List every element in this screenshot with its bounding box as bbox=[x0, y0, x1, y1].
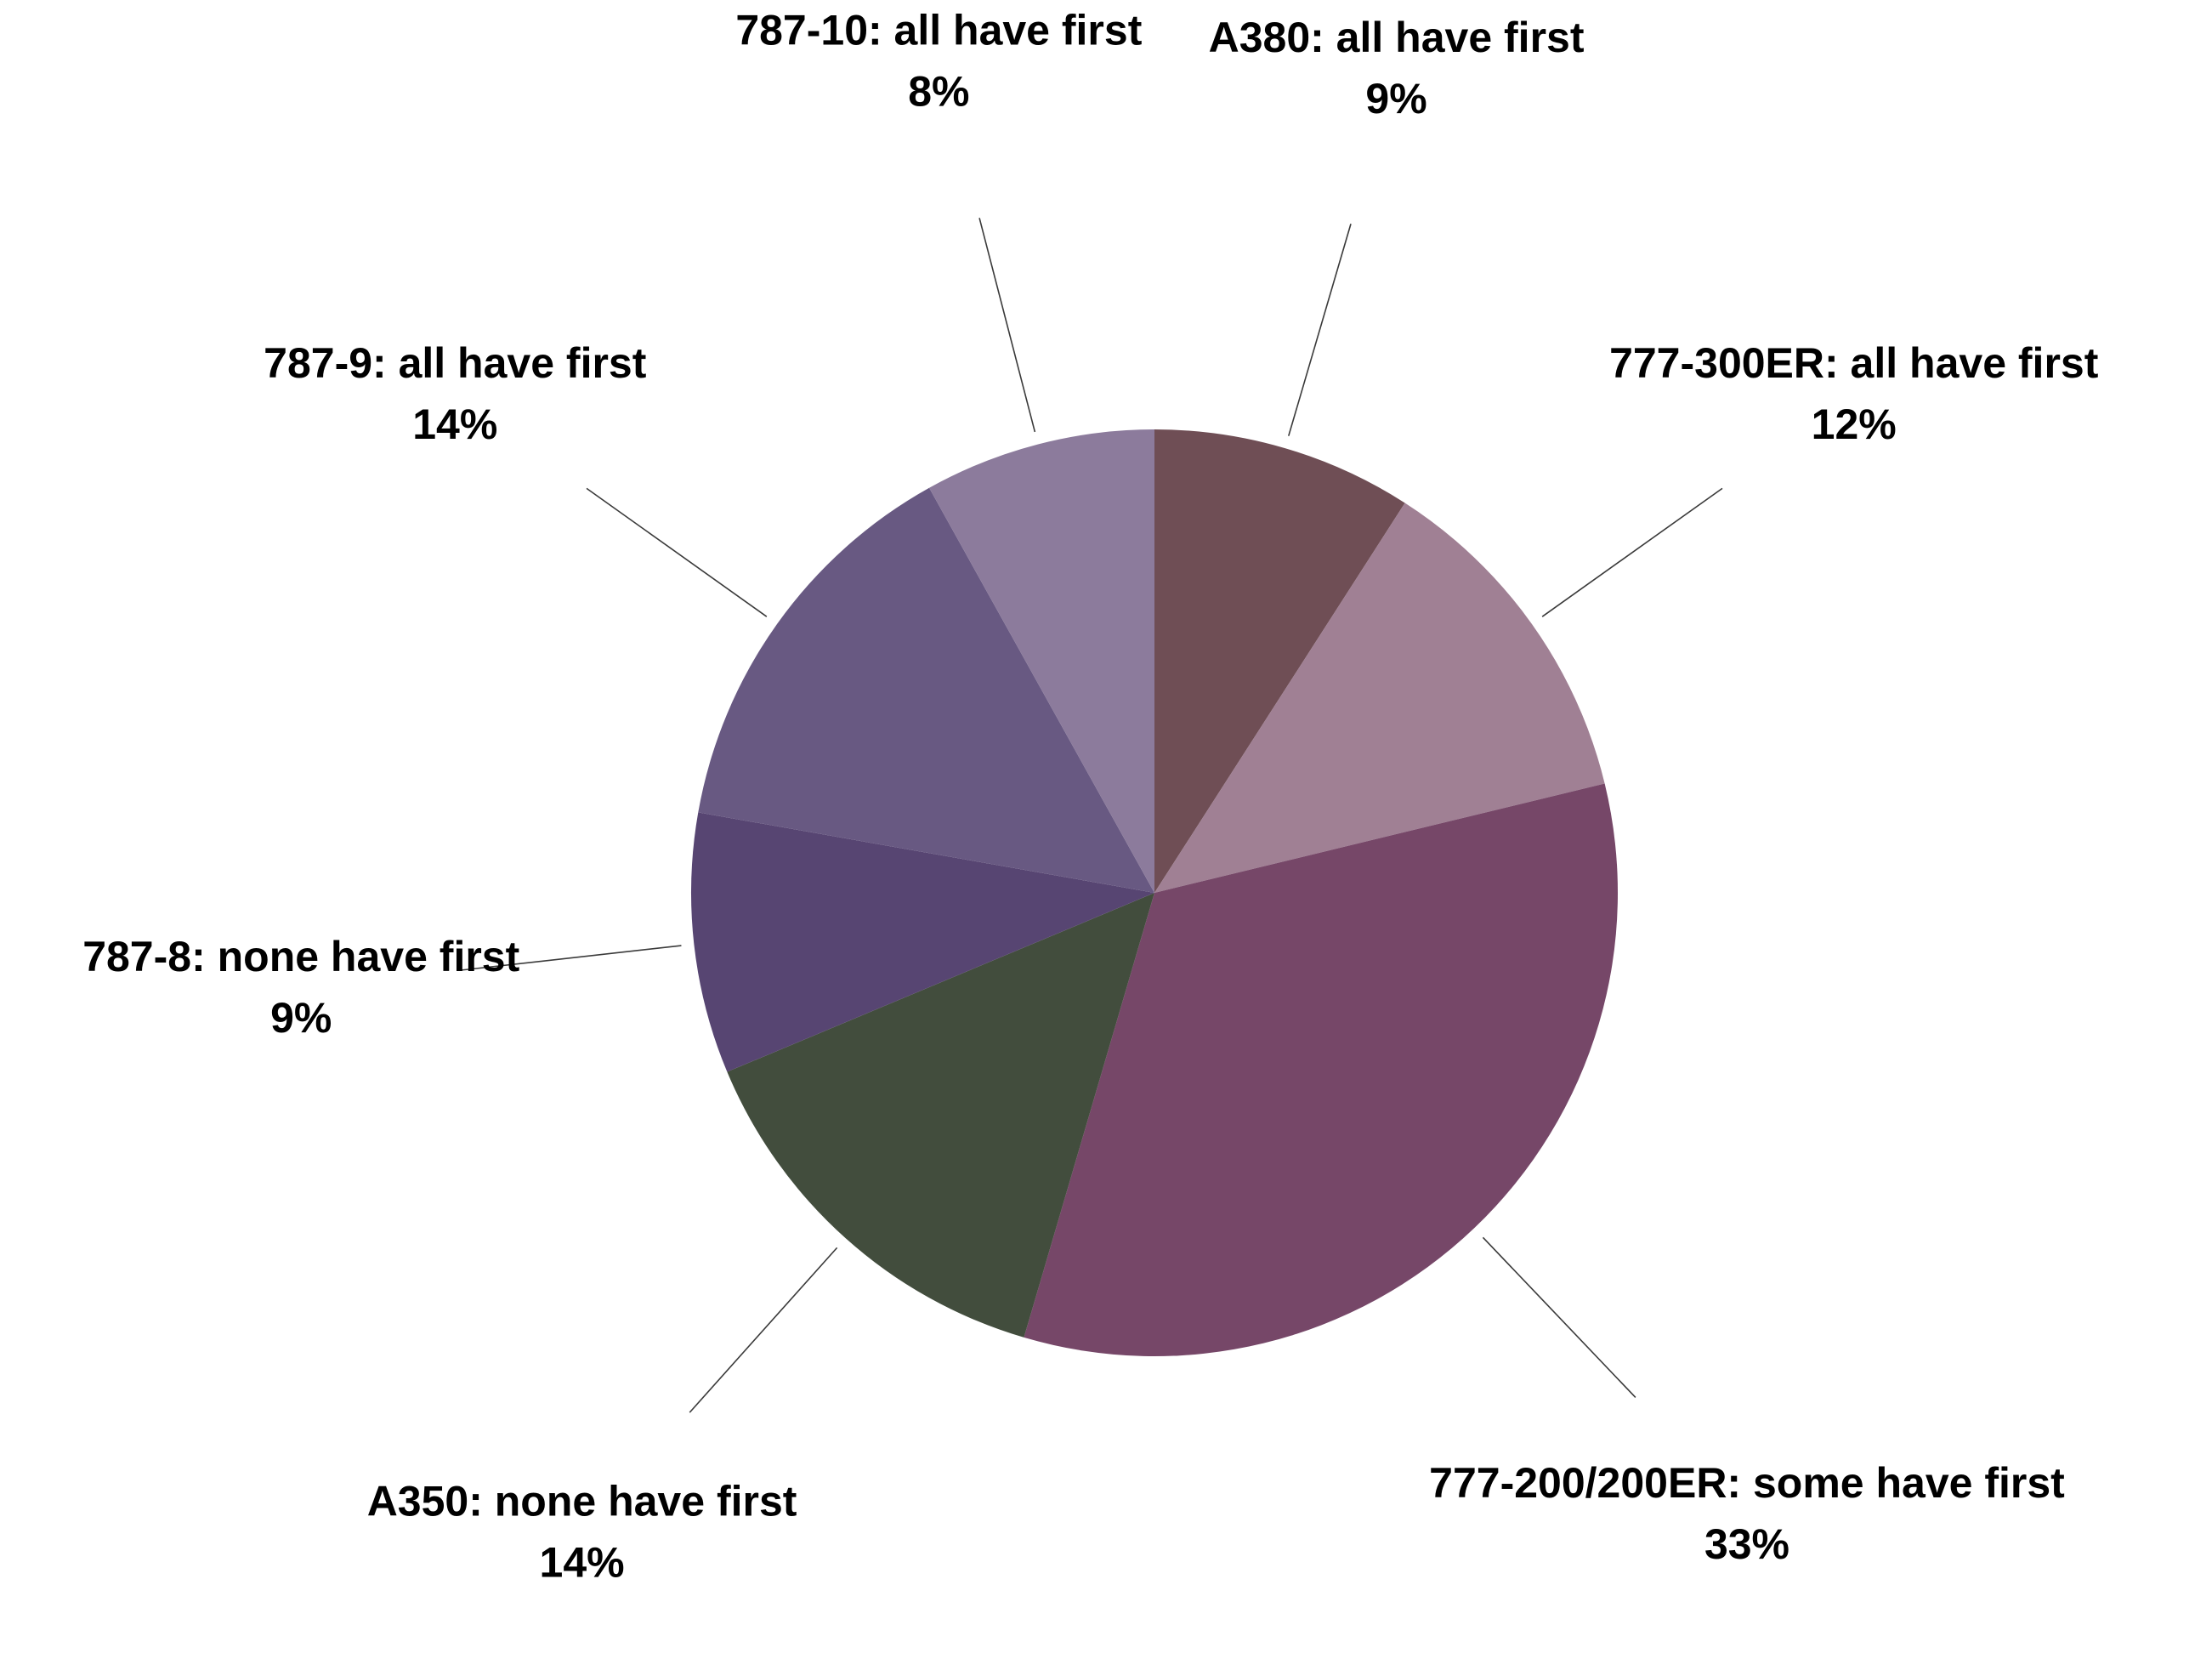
slice-label: 787-10: all have first 8% bbox=[735, 6, 1142, 115]
slice-percent-label: 9% bbox=[270, 994, 332, 1042]
pie-slice bbox=[691, 812, 1154, 1072]
leader-line bbox=[1482, 1236, 1636, 1399]
slice-percent-label: 14% bbox=[540, 1539, 625, 1587]
pie-slices bbox=[691, 429, 1619, 1356]
slice-label: 777-300ER: all have first 12% bbox=[1609, 339, 2099, 448]
slice-label: A350: none have first 14% bbox=[367, 1478, 797, 1587]
slice-label: A380: all have first 9% bbox=[1209, 14, 1585, 122]
slice-category-label: 787-8: none have first bbox=[82, 933, 519, 980]
slice-category-label: A380: all have first bbox=[1209, 14, 1585, 61]
slice-percent-label: 8% bbox=[908, 67, 969, 115]
leader-line bbox=[1541, 487, 1723, 617]
slice-labels: A380: all have first 9% 777-300ER: all hav… bbox=[82, 6, 2099, 1586]
slice-percent-label: 33% bbox=[1704, 1520, 1789, 1568]
pie-slice bbox=[929, 429, 1154, 893]
slice-percent-label: 12% bbox=[1812, 400, 1897, 448]
slice-category-label: 777-300ER: all have first bbox=[1609, 339, 2099, 387]
slice-percent-label: 14% bbox=[412, 400, 497, 448]
slice-label: 787-8: none have first 9% bbox=[82, 933, 519, 1042]
leader-lines bbox=[461, 218, 1723, 1413]
slice-label: 777-200/200ER: some have first 33% bbox=[1429, 1459, 2065, 1568]
slice-percent-label: 9% bbox=[1365, 75, 1426, 122]
leader-line bbox=[461, 945, 682, 971]
leader-line bbox=[978, 218, 1036, 433]
slice-category-label: A350: none have first bbox=[367, 1478, 797, 1525]
pie-slice bbox=[698, 487, 1154, 893]
pie-slice bbox=[1154, 429, 1405, 893]
slice-label: 787-9: all have first 14% bbox=[264, 339, 647, 448]
slice-category-label: 777-200/200ER: some have first bbox=[1429, 1459, 2065, 1507]
slice-category-label: 787-9: all have first bbox=[264, 339, 647, 387]
leader-line bbox=[586, 487, 768, 617]
leader-line bbox=[1288, 223, 1352, 436]
pie-slice bbox=[1154, 503, 1605, 893]
slice-category-label: 787-10: all have first bbox=[735, 6, 1142, 54]
pie-slice bbox=[727, 893, 1154, 1338]
leader-line bbox=[689, 1247, 838, 1413]
pie-slice bbox=[1024, 783, 1619, 1356]
